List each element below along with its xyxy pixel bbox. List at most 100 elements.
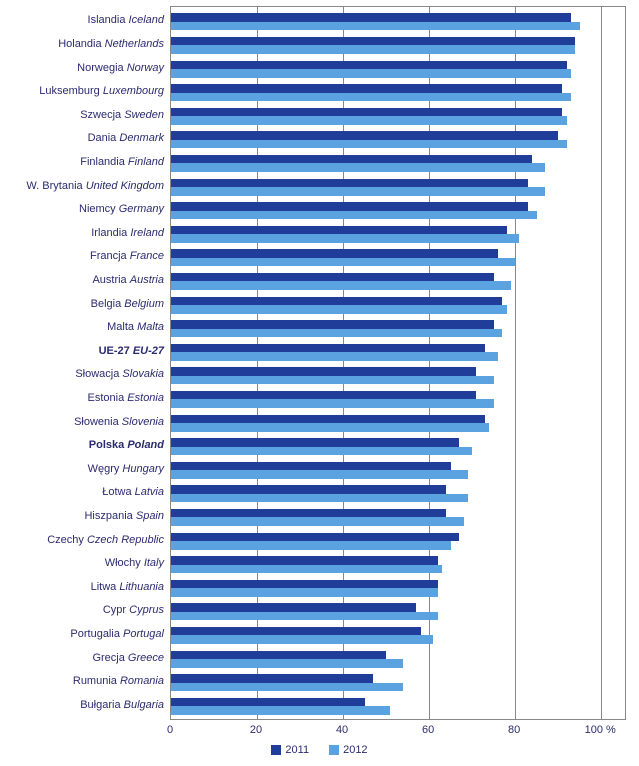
- legend-item: 2011: [271, 744, 309, 756]
- bar-2012: [171, 494, 468, 503]
- y-tick-label: Łotwa Latvia: [102, 486, 164, 498]
- y-tick-label: Litwa Lithuania: [91, 581, 164, 593]
- bar-group: [171, 556, 625, 573]
- label-en: Cyprus: [129, 604, 164, 616]
- x-tick-label: 80: [484, 724, 544, 736]
- label-en: Malta: [137, 321, 164, 333]
- bar-group: [171, 651, 625, 668]
- bar-2011: [171, 485, 446, 494]
- label-pl: Litwa: [91, 581, 117, 593]
- label-pl: Słowacja: [75, 368, 119, 380]
- y-tick-label: Finlandia Finland: [80, 156, 164, 168]
- y-tick-label: Słowenia Slovenia: [74, 416, 164, 428]
- label-en: Poland: [127, 439, 164, 451]
- y-tick-label: Grecja Greece: [92, 652, 164, 664]
- label-pl: Finlandia: [80, 156, 125, 168]
- label-pl: Węgry: [88, 463, 120, 475]
- label-pl: Rumunia: [73, 675, 117, 687]
- bar-2011: [171, 603, 416, 612]
- plot-area: [170, 6, 626, 720]
- bar-group: [171, 509, 625, 526]
- label-en: Netherlands: [105, 38, 164, 50]
- label-en: Luxembourg: [103, 85, 164, 97]
- bar-2011: [171, 273, 494, 282]
- bar-2012: [171, 376, 494, 385]
- bar-group: [171, 344, 625, 361]
- label-en: Spain: [136, 510, 164, 522]
- bar-2011: [171, 509, 446, 518]
- label-pl: Bułgaria: [80, 699, 120, 711]
- label-pl: Islandia: [88, 14, 126, 26]
- bar-group: [171, 226, 625, 243]
- bar-2011: [171, 131, 558, 140]
- bar-chart: 020406080100 %Islandia IcelandHolandia N…: [0, 0, 639, 766]
- y-tick-label: Norwegia Norway: [77, 62, 164, 74]
- label-pl: Słowenia: [74, 416, 119, 428]
- bar-2011: [171, 627, 421, 636]
- label-pl: Łotwa: [102, 486, 131, 498]
- label-en: Italy: [144, 557, 164, 569]
- legend-label: 2011: [285, 744, 309, 756]
- bar-2011: [171, 367, 476, 376]
- bar-2012: [171, 706, 390, 715]
- label-en: Portugal: [123, 628, 164, 640]
- bar-2011: [171, 37, 575, 46]
- bar-2012: [171, 517, 464, 526]
- bar-group: [171, 698, 625, 715]
- y-tick-label: Irlandia Ireland: [91, 227, 164, 239]
- bar-2012: [171, 258, 515, 267]
- y-tick-label: Estonia Estonia: [88, 392, 164, 404]
- bar-group: [171, 249, 625, 266]
- label-en: Latvia: [135, 486, 164, 498]
- bar-2011: [171, 533, 459, 542]
- y-tick-label: Słowacja Slovakia: [75, 368, 164, 380]
- label-en: Slovakia: [122, 368, 164, 380]
- label-pl: Szwecja: [80, 109, 121, 121]
- y-tick-label: Portugalia Portugal: [70, 628, 164, 640]
- label-pl: Hiszpania: [84, 510, 132, 522]
- y-tick-label: Dania Denmark: [88, 132, 164, 144]
- label-pl: Holandia: [58, 38, 101, 50]
- bar-group: [171, 13, 625, 30]
- label-pl: Niemcy: [79, 203, 116, 215]
- bar-2012: [171, 565, 442, 574]
- bar-group: [171, 131, 625, 148]
- bar-group: [171, 37, 625, 54]
- label-pl: Portugalia: [70, 628, 120, 640]
- legend-swatch: [329, 745, 339, 755]
- label-pl: Francja: [90, 250, 127, 262]
- label-pl: Austria: [92, 274, 126, 286]
- label-en: Belgium: [124, 298, 164, 310]
- bar-group: [171, 84, 625, 101]
- label-en: Finland: [128, 156, 164, 168]
- bar-2012: [171, 234, 519, 243]
- label-pl: Czechy: [47, 534, 84, 546]
- label-pl: Irlandia: [91, 227, 127, 239]
- bar-2012: [171, 447, 472, 456]
- y-tick-label: Rumunia Romania: [73, 675, 164, 687]
- y-tick-label: Luksemburg Luxembourg: [39, 85, 164, 97]
- bar-2011: [171, 651, 386, 660]
- bar-2012: [171, 211, 537, 220]
- bar-group: [171, 627, 625, 644]
- label-pl: UE-27: [99, 345, 130, 357]
- bar-group: [171, 108, 625, 125]
- legend: 20112012: [0, 744, 639, 756]
- y-tick-label: Niemcy Germany: [79, 203, 164, 215]
- bar-2011: [171, 249, 498, 258]
- bar-group: [171, 674, 625, 691]
- label-pl: Dania: [88, 132, 117, 144]
- bar-2011: [171, 438, 459, 447]
- label-en: Hungary: [122, 463, 164, 475]
- y-tick-label: W. Brytania United Kingdom: [26, 180, 164, 192]
- y-tick-label: Szwecja Sweden: [80, 109, 164, 121]
- bar-2012: [171, 163, 545, 172]
- label-en: France: [130, 250, 164, 262]
- bar-2012: [171, 187, 545, 196]
- bar-2012: [171, 116, 567, 125]
- bar-group: [171, 179, 625, 196]
- bar-2012: [171, 588, 438, 597]
- label-en: Iceland: [129, 14, 164, 26]
- bar-2011: [171, 580, 438, 589]
- y-tick-label: Polska Poland: [89, 439, 164, 451]
